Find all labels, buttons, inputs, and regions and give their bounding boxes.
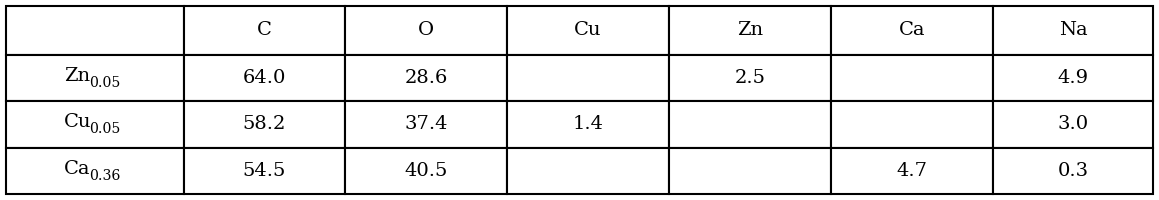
Text: 64.0: 64.0 [243, 69, 286, 87]
Bar [508, 101, 669, 148]
Bar [183, 6, 345, 55]
Bar [6, 148, 183, 194]
Text: Ca: Ca [898, 21, 925, 39]
Text: 2.5: 2.5 [735, 69, 765, 87]
Text: 4.9: 4.9 [1057, 69, 1088, 87]
Bar [508, 6, 669, 55]
Text: 0.05: 0.05 [89, 76, 121, 90]
Bar [992, 101, 1153, 148]
Bar [345, 148, 508, 194]
Bar [831, 101, 992, 148]
Text: 0.36: 0.36 [89, 169, 121, 183]
Text: 0.3: 0.3 [1057, 162, 1088, 180]
Bar [6, 101, 183, 148]
Bar [345, 6, 508, 55]
Text: Cu: Cu [64, 113, 92, 131]
Bar [345, 55, 508, 101]
Bar [669, 101, 831, 148]
Bar [183, 55, 345, 101]
Text: O: O [418, 21, 435, 39]
Text: 37.4: 37.4 [404, 115, 449, 133]
Text: Cu: Cu [575, 21, 602, 39]
Bar [831, 6, 992, 55]
Text: 58.2: 58.2 [243, 115, 286, 133]
Bar [831, 55, 992, 101]
Bar [669, 148, 831, 194]
Bar [345, 101, 508, 148]
Text: 1.4: 1.4 [573, 115, 604, 133]
Text: C: C [257, 21, 272, 39]
Text: Zn: Zn [737, 21, 763, 39]
Bar [508, 55, 669, 101]
Bar [669, 6, 831, 55]
Bar [992, 148, 1153, 194]
Text: Ca: Ca [64, 160, 90, 178]
Bar [183, 101, 345, 148]
Bar [508, 148, 669, 194]
Bar [183, 148, 345, 194]
Bar [992, 6, 1153, 55]
Text: 3.0: 3.0 [1057, 115, 1088, 133]
Text: Zn: Zn [64, 67, 90, 85]
Bar [992, 55, 1153, 101]
Text: 40.5: 40.5 [404, 162, 449, 180]
Text: 4.7: 4.7 [896, 162, 927, 180]
Bar [669, 55, 831, 101]
Text: 28.6: 28.6 [404, 69, 449, 87]
Text: 54.5: 54.5 [243, 162, 286, 180]
Text: Na: Na [1058, 21, 1087, 39]
Text: 0.05: 0.05 [89, 122, 121, 136]
Bar [831, 148, 992, 194]
Bar [6, 55, 183, 101]
Bar [6, 6, 183, 55]
